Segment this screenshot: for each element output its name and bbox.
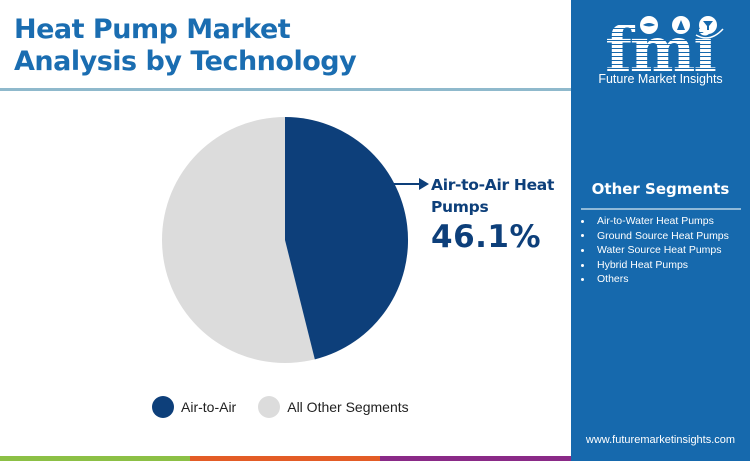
bullet-icon [581, 234, 584, 238]
pie-slice-air-to-air [285, 117, 409, 360]
bullet-icon [581, 278, 584, 282]
bullet-icon [581, 263, 584, 267]
website-link[interactable]: www.futuremarketinsights.com [585, 434, 736, 446]
segment-item: Hybrid Heat Pumps [579, 258, 729, 273]
legend-item-all-other-segments: All Other Segments [258, 396, 409, 418]
brand-side-panel: fmi Future Market Insights Other Segment… [571, 0, 750, 461]
bottom-band-green [0, 456, 190, 461]
legend-label: All Other Segments [287, 399, 409, 415]
title-line-1: Heat Pump Market [14, 14, 291, 45]
bullet-icon [581, 219, 584, 223]
other-segments-title: Other Segments [591, 180, 730, 198]
legend-item-air-to-air: Air-to-Air [152, 396, 236, 418]
page-title: Heat Pump Market Analysis by Technology [14, 14, 357, 78]
other-segments-divider [581, 208, 741, 210]
brand-name: Future Market Insights [598, 72, 723, 86]
title-divider [0, 88, 571, 91]
legend-swatch-air-to-air [152, 396, 174, 418]
segment-item: Air-to-Water Heat Pumps [579, 214, 729, 229]
title-line-2: Analysis by Technology [14, 46, 357, 77]
legend-swatch-all-other-segments [258, 396, 281, 418]
chart-legend: Air-to-Air All Other Segments [152, 396, 431, 418]
callout-value: 46.1% [431, 219, 542, 255]
pie-chart [162, 117, 409, 363]
segment-item: Others [579, 272, 729, 287]
other-segments-list: Air-to-Water Heat Pumps Ground Source He… [579, 214, 729, 287]
callout-arrow-icon [390, 178, 429, 190]
bullet-icon [581, 248, 584, 252]
legend-label: Air-to-Air [181, 399, 237, 415]
segment-item: Water Source Heat Pumps [579, 243, 729, 258]
callout-label: Air-to-Air Heat Pumps [431, 176, 555, 216]
bottom-band-purple [380, 456, 571, 461]
bottom-band-orange [190, 456, 380, 461]
fmi-logo-icon: fmi [605, 13, 724, 86]
segment-item: Ground Source Heat Pumps [579, 229, 729, 244]
